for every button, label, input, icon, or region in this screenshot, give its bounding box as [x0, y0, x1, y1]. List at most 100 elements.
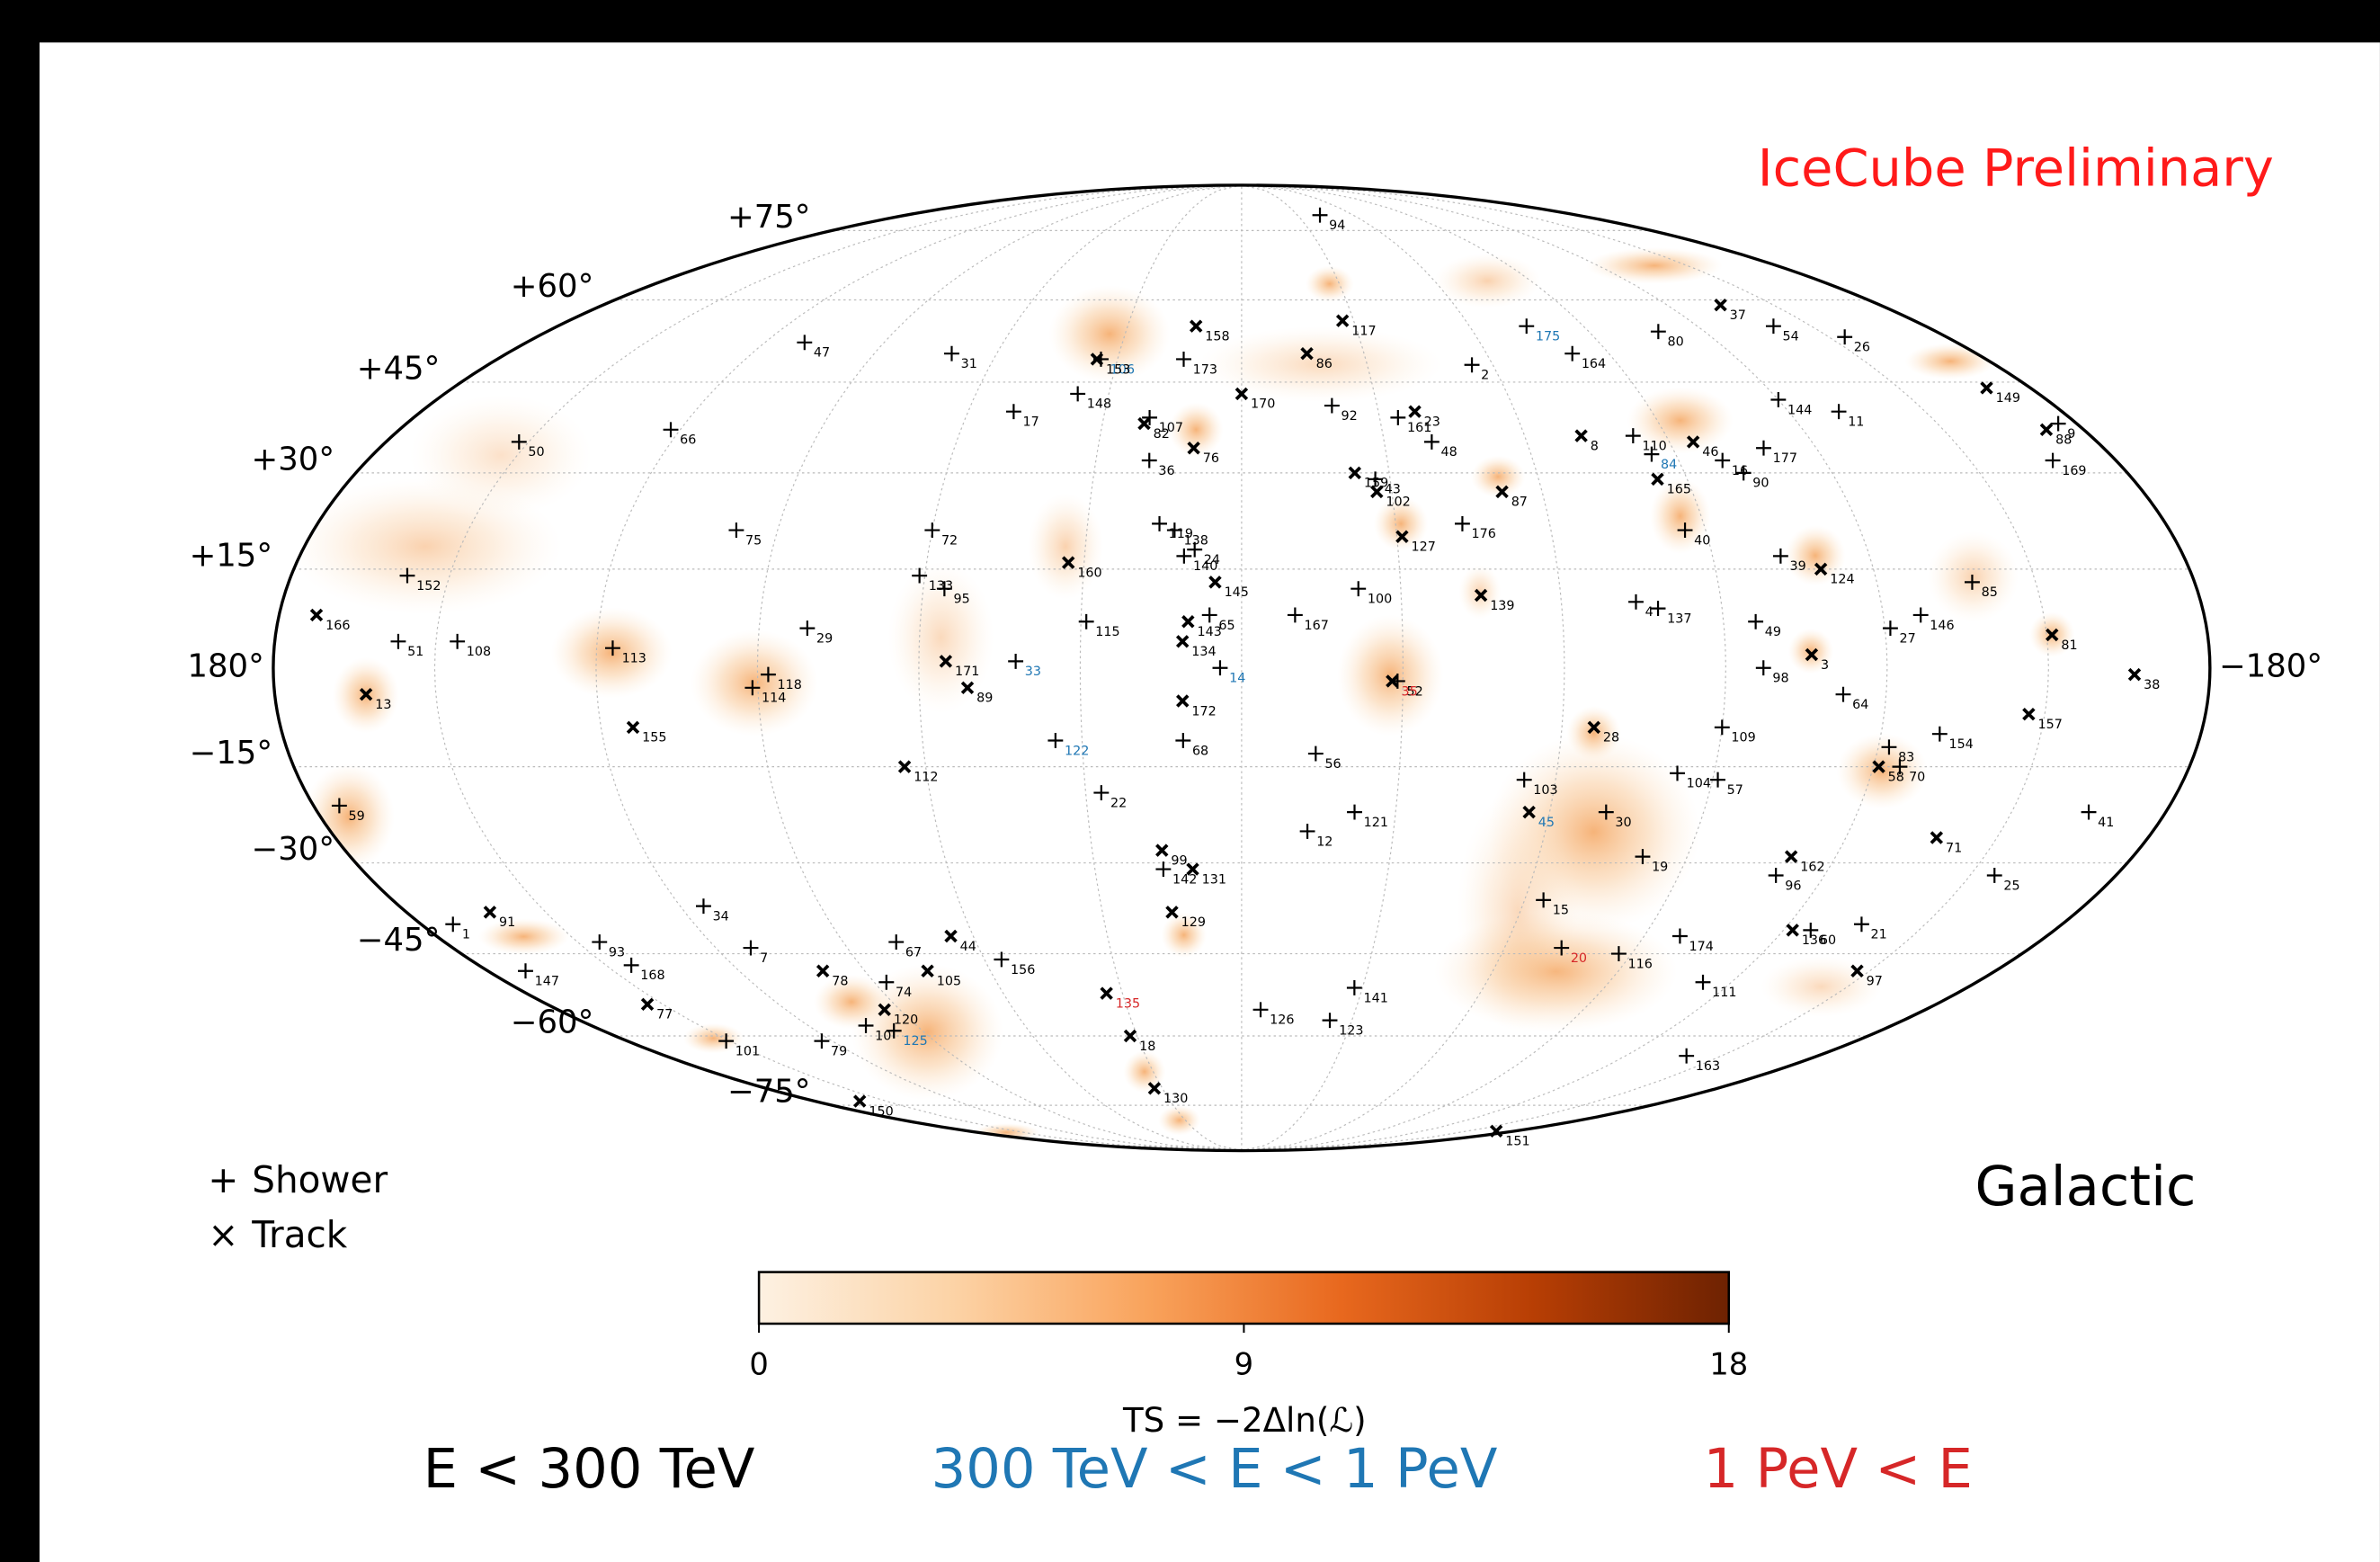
event-label: 94: [1329, 219, 1345, 233]
shower-marker: [1464, 357, 1480, 373]
event-label: 174: [1689, 940, 1714, 954]
event-label: 107: [1159, 421, 1183, 435]
shower-marker: [331, 798, 347, 814]
shower-marker: [1735, 465, 1752, 481]
shower-marker: [814, 1033, 830, 1049]
shower-marker: [1715, 452, 1731, 469]
shower-marker: [1155, 861, 1172, 877]
shower-marker: [1882, 620, 1898, 637]
event-label: 97: [1867, 975, 1883, 989]
y-tick-label: −75°: [727, 1074, 811, 1111]
track-marker: [1061, 556, 1075, 569]
shower-marker: [1152, 515, 1167, 531]
shower-marker: [1519, 318, 1535, 335]
chart-title: IceCube Preliminary: [1758, 138, 2274, 198]
shower-marker: [924, 522, 940, 538]
event-label: 131: [1202, 872, 1226, 887]
shower-marker: [1166, 522, 1182, 538]
event-label: 114: [762, 692, 786, 706]
track-marker: [1814, 562, 1828, 576]
track-marker: [1100, 986, 1113, 1000]
event-label: 8: [1591, 439, 1599, 453]
track-marker: [1587, 720, 1600, 735]
shower-marker: [1598, 804, 1614, 820]
event-label: 163: [1696, 1059, 1720, 1074]
event-label: 140: [1193, 559, 1217, 574]
colorbar-label: TS = −2Δln(ℒ): [1122, 1401, 1367, 1440]
event-label: 29: [816, 631, 833, 646]
event-label: 172: [1191, 704, 1216, 719]
event-label: 20: [1571, 951, 1587, 966]
shower-marker: [1912, 607, 1929, 623]
shower-marker: [1770, 392, 1787, 407]
track-marker: [640, 997, 655, 1012]
event-label: 43: [1385, 483, 1401, 497]
shower-marker: [1312, 207, 1328, 223]
event-label: 80: [1667, 335, 1683, 349]
event-label: 158: [1205, 329, 1229, 344]
event-label: 109: [1731, 731, 1755, 745]
event-label: 78: [832, 975, 848, 989]
track-marker: [816, 964, 830, 977]
grid-line: [1241, 184, 1565, 1152]
shower-marker: [1047, 733, 1064, 748]
shower-marker: [1635, 849, 1651, 865]
shower-marker: [1141, 452, 1157, 469]
event-label: 105: [937, 975, 961, 989]
shower-marker: [1368, 471, 1384, 487]
shower-marker: [1322, 1013, 1338, 1029]
track-marker: [1348, 466, 1361, 480]
grid-line: [1241, 184, 1404, 1152]
event-label: 83: [1898, 751, 1914, 765]
track-marker: [1474, 588, 1488, 602]
track-marker: [1208, 576, 1222, 589]
shower-marker: [623, 957, 639, 973]
shower-marker: [592, 934, 608, 950]
y-tick-label: −45°: [357, 922, 441, 959]
shower-marker: [1299, 824, 1315, 839]
event-label: 154: [1948, 737, 1973, 752]
event-label: 177: [1773, 451, 1797, 466]
event-label: 14: [1229, 672, 1245, 686]
shower-marker: [518, 963, 533, 979]
event-label: 170: [1251, 397, 1275, 412]
colorbar: [757, 1271, 1731, 1325]
shower-marker: [1625, 428, 1641, 444]
shower-marker: [390, 633, 406, 649]
frame-label: Galactic: [1974, 1156, 2196, 1218]
shower-marker: [2081, 804, 2097, 820]
event-label: 122: [1065, 744, 1089, 758]
track-marker: [309, 608, 324, 622]
event-label: 112: [914, 770, 938, 784]
event-label: 71: [1946, 841, 1962, 855]
event-label: 133: [929, 579, 953, 594]
event-label: 120: [894, 1013, 918, 1028]
event-label: 46: [1702, 445, 1718, 460]
event-label: 147: [535, 975, 559, 989]
event-label: 37: [1730, 308, 1746, 323]
track-marker: [1189, 319, 1203, 333]
track-marker: [2046, 628, 2059, 642]
track-marker: [1335, 314, 1350, 327]
event-label: 123: [1339, 1023, 1363, 1038]
event-label: 17: [1023, 415, 1039, 430]
shower-marker: [1853, 916, 1869, 933]
shower-marker: [1516, 772, 1532, 788]
event-label: 60: [1820, 933, 1836, 948]
event-label: 25: [2003, 879, 2019, 893]
event-label: 16: [1732, 464, 1748, 478]
track-marker: [1686, 435, 1700, 449]
event-label: 12: [1316, 835, 1333, 849]
shower-marker: [1423, 433, 1440, 450]
shower-marker: [1554, 940, 1570, 956]
event-label: 50: [528, 445, 544, 460]
track-marker: [1235, 387, 1249, 401]
shower-marker: [1350, 581, 1367, 597]
event-label: 34: [713, 909, 729, 924]
shower-marker: [1837, 329, 1853, 345]
y-tick-label: −15°: [190, 735, 273, 772]
shower-marker: [744, 680, 761, 696]
shower-marker: [994, 951, 1010, 968]
shower-marker: [1650, 601, 1666, 617]
